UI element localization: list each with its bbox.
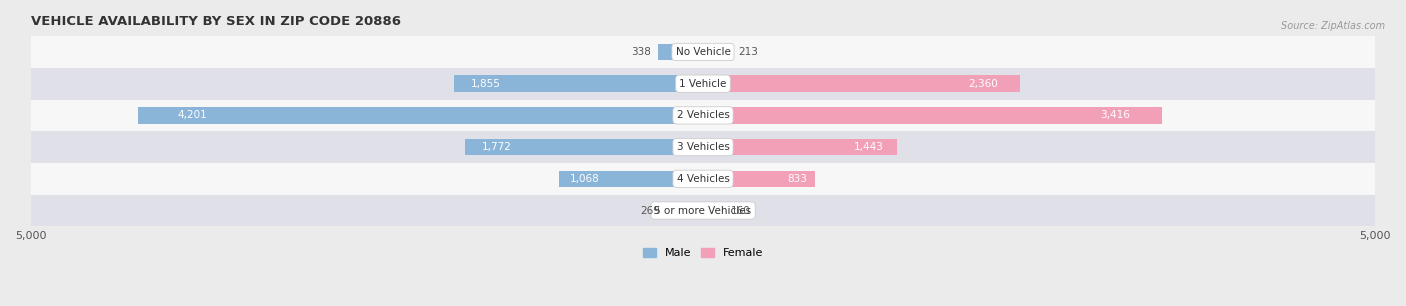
Bar (666, 202, 703, 219)
Bar (703, 107, 1163, 124)
Text: 2,360: 2,360 (969, 79, 998, 89)
Bar (658, 44, 703, 60)
Bar (703, 170, 815, 187)
Text: 1,068: 1,068 (569, 174, 599, 184)
Text: 4 Vehicles: 4 Vehicles (676, 174, 730, 184)
Bar (703, 202, 724, 219)
Bar (703, 76, 1021, 92)
Text: 269: 269 (640, 206, 659, 215)
Text: 1,443: 1,443 (853, 142, 883, 152)
Text: 1 Vehicle: 1 Vehicle (679, 79, 727, 89)
Text: 213: 213 (738, 47, 758, 57)
Text: 2 Vehicles: 2 Vehicles (676, 110, 730, 120)
Bar (31, 195, 1375, 226)
Text: 3,416: 3,416 (1101, 110, 1130, 120)
Legend: Male, Female: Male, Female (638, 243, 768, 263)
Text: 160: 160 (731, 206, 751, 215)
Bar (31, 99, 1375, 131)
Bar (31, 68, 1375, 99)
Text: 1,855: 1,855 (471, 79, 501, 89)
Text: 3 Vehicles: 3 Vehicles (676, 142, 730, 152)
Text: Source: ZipAtlas.com: Source: ZipAtlas.com (1281, 21, 1385, 32)
Text: 5 or more Vehicles: 5 or more Vehicles (654, 206, 752, 215)
Text: 338: 338 (631, 47, 651, 57)
Bar (31, 131, 1375, 163)
Bar (465, 139, 703, 155)
Text: No Vehicle: No Vehicle (675, 47, 731, 57)
Bar (454, 76, 703, 92)
Bar (31, 163, 1375, 195)
Bar (138, 107, 703, 124)
Bar (703, 139, 897, 155)
Bar (560, 170, 703, 187)
Text: 4,201: 4,201 (177, 110, 208, 120)
Bar (31, 36, 1375, 68)
Bar (703, 44, 731, 60)
Text: VEHICLE AVAILABILITY BY SEX IN ZIP CODE 20886: VEHICLE AVAILABILITY BY SEX IN ZIP CODE … (31, 15, 401, 28)
Text: 1,772: 1,772 (481, 142, 512, 152)
Text: 833: 833 (787, 174, 807, 184)
